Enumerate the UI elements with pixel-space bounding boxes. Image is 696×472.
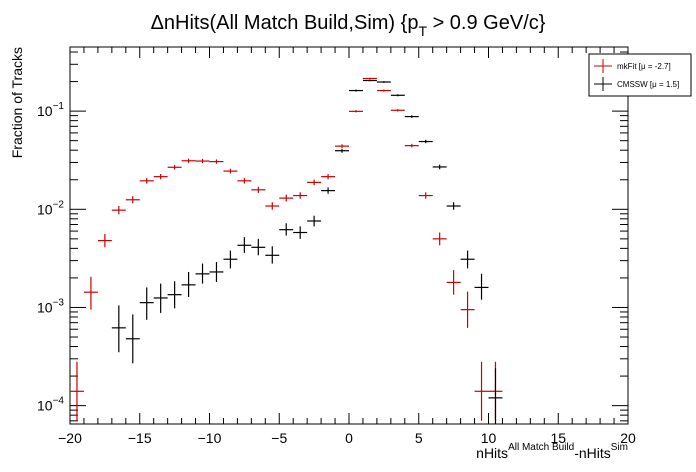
data-point bbox=[293, 192, 308, 199]
y-tick-label: 10−4 bbox=[37, 396, 64, 414]
y-axis-label: Fraction of Tracks bbox=[9, 47, 25, 158]
data-point bbox=[293, 226, 308, 239]
data-point bbox=[195, 263, 210, 284]
data-point bbox=[335, 144, 349, 148]
data-point bbox=[251, 238, 266, 256]
data-point bbox=[376, 89, 391, 92]
data-point bbox=[181, 158, 196, 163]
x-tick-label: −5 bbox=[271, 430, 287, 446]
data-point bbox=[181, 271, 196, 297]
data-point bbox=[167, 164, 182, 170]
data-point bbox=[321, 187, 336, 194]
data-point bbox=[349, 89, 363, 92]
x-tick-label: 20 bbox=[620, 430, 636, 446]
data-point bbox=[446, 270, 461, 295]
data-point bbox=[390, 94, 405, 97]
data-point bbox=[279, 223, 294, 236]
data-point bbox=[404, 143, 419, 148]
data-point bbox=[237, 178, 252, 184]
data-point bbox=[70, 361, 84, 421]
data-point bbox=[265, 246, 280, 264]
x-tick-label: −10 bbox=[198, 430, 222, 446]
legend-label-cmssw: CMSSW [μ = 1.5] bbox=[617, 80, 679, 89]
data-point bbox=[418, 192, 433, 199]
y-tick-label: 10−3 bbox=[37, 297, 64, 315]
data-point bbox=[362, 77, 377, 80]
x-axis-label: nHitsAll Match Build-nHitsSim bbox=[476, 442, 628, 461]
data-point bbox=[307, 215, 322, 227]
x-tick-label: 0 bbox=[345, 430, 353, 446]
x-tick-label: −20 bbox=[58, 430, 82, 446]
series-mkfit bbox=[70, 77, 503, 421]
data-point bbox=[195, 158, 210, 164]
y-tick-label: 10−2 bbox=[37, 199, 64, 217]
data-point bbox=[223, 168, 238, 174]
data-point bbox=[279, 194, 294, 202]
data-point bbox=[321, 173, 336, 180]
data-point bbox=[349, 110, 363, 113]
data-point bbox=[376, 81, 391, 83]
data-point bbox=[460, 291, 475, 328]
data-point bbox=[209, 159, 224, 164]
data-point bbox=[432, 164, 447, 170]
legend-marker-cmssw bbox=[594, 77, 612, 91]
legend-label-mkfit: mkFit [μ = -2.7] bbox=[617, 62, 671, 71]
data-point bbox=[474, 361, 489, 421]
data-point bbox=[474, 273, 489, 300]
data-point bbox=[139, 178, 154, 184]
x-tick-label: 15 bbox=[550, 430, 566, 446]
data-point bbox=[153, 173, 168, 180]
data-point bbox=[418, 139, 433, 144]
data-point bbox=[446, 202, 461, 210]
x-tick-label: 5 bbox=[415, 430, 423, 446]
legend-box bbox=[588, 53, 692, 97]
data-point bbox=[362, 79, 377, 82]
data-point bbox=[139, 287, 154, 320]
data-point bbox=[432, 232, 447, 246]
data-point bbox=[251, 186, 266, 193]
data-point bbox=[307, 179, 322, 186]
data-point bbox=[460, 250, 475, 269]
data-point bbox=[223, 250, 238, 269]
data-point bbox=[390, 109, 405, 112]
data-point bbox=[209, 262, 224, 282]
data-point bbox=[153, 283, 168, 313]
series-cmssw bbox=[111, 79, 503, 424]
data-point bbox=[125, 196, 140, 204]
data-point bbox=[97, 234, 112, 248]
data-point bbox=[111, 305, 126, 353]
legend: mkFit [μ = -2.7] CMSSW [μ = 1.5] bbox=[588, 53, 692, 97]
data-point bbox=[404, 115, 419, 118]
data-point bbox=[111, 206, 126, 215]
chart-title: ΔnHits(All Match Build,Sim) {pT > 0.9 Ge… bbox=[151, 12, 546, 39]
data-point bbox=[167, 281, 182, 309]
data-point bbox=[237, 237, 252, 253]
data-point bbox=[125, 314, 140, 364]
data-point bbox=[83, 276, 98, 310]
y-tick-label: 10−1 bbox=[37, 101, 64, 119]
legend-marker-mkfit bbox=[594, 59, 612, 73]
data-series bbox=[70, 77, 503, 424]
data-point bbox=[265, 202, 280, 210]
x-tick-label: −15 bbox=[128, 430, 152, 446]
data-point bbox=[335, 148, 349, 153]
data-point bbox=[488, 368, 503, 424]
x-tick-label: 10 bbox=[481, 430, 497, 446]
